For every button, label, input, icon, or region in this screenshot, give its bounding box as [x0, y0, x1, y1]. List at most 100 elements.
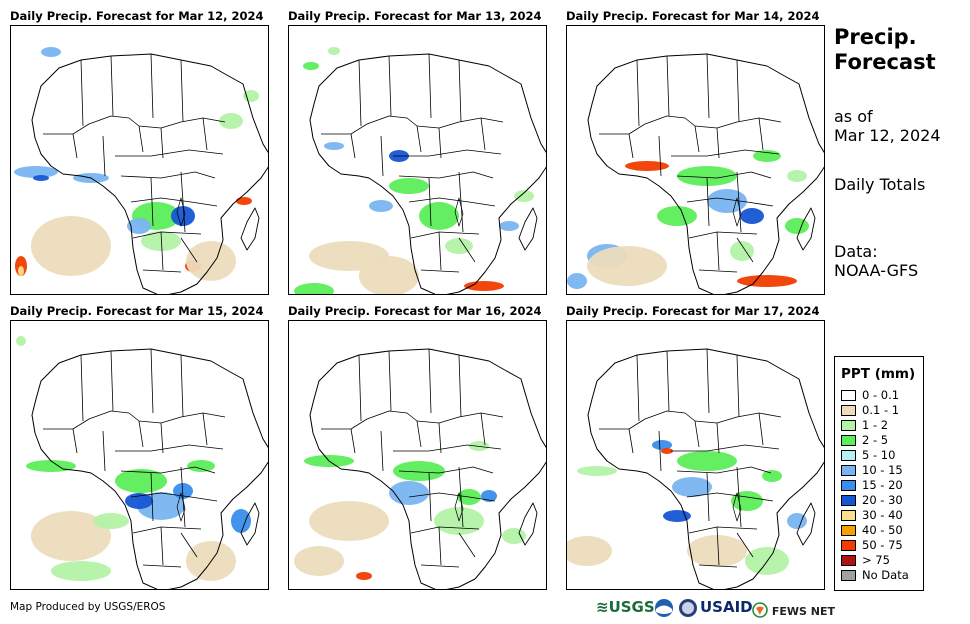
precip-area	[324, 142, 344, 150]
map-canvas	[567, 53, 824, 294]
precip-area	[785, 218, 809, 234]
precip-area	[369, 200, 393, 212]
country-borders	[599, 348, 782, 568]
as-of-label: as of	[834, 107, 873, 126]
legend-label: 30 - 40	[862, 508, 903, 522]
panel-title: Daily Precip. Forecast for Mar 17, 2024	[566, 304, 820, 318]
precip-area	[707, 189, 747, 213]
legend-item: 1 - 2	[841, 418, 888, 432]
map-canvas	[294, 348, 546, 589]
legend-label: > 75	[862, 553, 890, 567]
precip-area	[787, 513, 807, 529]
africa-precip-map	[288, 320, 547, 590]
precip-area	[26, 460, 76, 472]
legend-swatch	[841, 555, 856, 566]
precip-area	[737, 275, 797, 287]
africa-coastline	[587, 348, 824, 589]
precip-area	[115, 469, 167, 493]
precip-area	[31, 216, 111, 276]
legend-swatch	[841, 495, 856, 506]
map-canvas	[14, 47, 268, 294]
as-of-date: as of Mar 12, 2024	[834, 107, 941, 145]
daily-totals-label: Daily Totals	[834, 175, 926, 194]
precip-area	[356, 572, 372, 580]
side-title-line2: Forecast	[834, 50, 936, 74]
seal-icon	[679, 599, 697, 617]
precip-area	[309, 241, 389, 271]
country-borders	[43, 348, 226, 568]
panel-title: Daily Precip. Forecast for Mar 14, 2024	[566, 9, 820, 23]
legend-label: 5 - 10	[862, 448, 896, 462]
globe-icon	[752, 602, 768, 618]
legend-swatch	[841, 405, 856, 416]
precip-area	[730, 241, 754, 261]
madagascar-outline	[796, 207, 816, 251]
country-borders	[43, 53, 226, 273]
precip-area	[31, 511, 111, 561]
precip-area	[740, 208, 764, 224]
legend-label: 10 - 15	[862, 463, 903, 477]
legend-swatch	[841, 480, 856, 491]
africa-precip-map	[566, 25, 825, 295]
precip-area	[587, 246, 667, 286]
precip-area	[687, 535, 747, 567]
panel-title: Daily Precip. Forecast for Mar 15, 2024	[10, 304, 264, 318]
legend-swatch	[841, 465, 856, 476]
precip-area	[309, 501, 389, 541]
lake-outline	[454, 492, 464, 522]
precip-area	[464, 281, 504, 291]
legend-item: 0.1 - 1	[841, 403, 899, 417]
precip-area	[231, 509, 251, 533]
madagascar-outline	[518, 502, 538, 546]
precip-area	[18, 266, 24, 276]
legend-label: 0.1 - 1	[862, 403, 900, 417]
precip-area	[389, 178, 429, 194]
lake-outline	[176, 197, 186, 227]
side-title-line1: Precip.	[834, 25, 917, 49]
precip-area	[303, 62, 319, 70]
legend-label: 2 - 5	[862, 433, 889, 447]
africa-precip-map	[288, 25, 547, 295]
legend-item: 10 - 15	[841, 463, 903, 477]
precip-area	[41, 47, 61, 57]
legend-label: 20 - 30	[862, 493, 903, 507]
legend-item: 2 - 5	[841, 433, 888, 447]
data-source-value: NOAA-GFS	[834, 261, 919, 280]
precip-area	[652, 440, 672, 450]
precip-area	[657, 206, 697, 226]
precip-fields	[294, 441, 526, 580]
precip-area	[502, 528, 526, 544]
precip-area	[677, 166, 737, 186]
legend-label: 40 - 50	[862, 523, 903, 537]
usgs-logo: ≋USGS	[596, 598, 655, 616]
precip-area	[419, 202, 459, 230]
as-of-value: Mar 12, 2024	[834, 126, 941, 145]
madagascar-outline	[240, 207, 260, 251]
legend-swatch	[841, 570, 856, 581]
precip-area	[127, 218, 151, 234]
precip-fields	[14, 47, 259, 281]
map-canvas	[294, 47, 546, 294]
legend-item: 15 - 20	[841, 478, 903, 492]
precip-fields	[567, 150, 809, 289]
precip-area	[171, 206, 195, 226]
lake-outline	[732, 197, 742, 227]
precip-area	[187, 460, 215, 472]
country-borders	[599, 53, 782, 273]
legend-title: PPT (mm)	[841, 366, 916, 382]
panel-title: Daily Precip. Forecast for Mar 12, 2024	[10, 9, 264, 23]
africa-coastline	[31, 53, 268, 294]
usgs-wave-icon: ≋	[596, 598, 609, 616]
legend-label: 0 - 0.1	[862, 388, 900, 402]
panel-title: Daily Precip. Forecast for Mar 16, 2024	[288, 304, 542, 318]
precip-fields	[16, 336, 251, 581]
precip-area	[16, 336, 26, 346]
legend-swatch	[841, 420, 856, 431]
precip-area	[672, 477, 712, 497]
legend-label: 1 - 2	[862, 418, 889, 432]
africa-precip-map	[10, 320, 269, 590]
legend-item: 0 - 0.1	[841, 388, 899, 402]
legend-swatch	[841, 510, 856, 521]
precip-area	[219, 113, 243, 129]
legend-swatch	[841, 390, 856, 401]
